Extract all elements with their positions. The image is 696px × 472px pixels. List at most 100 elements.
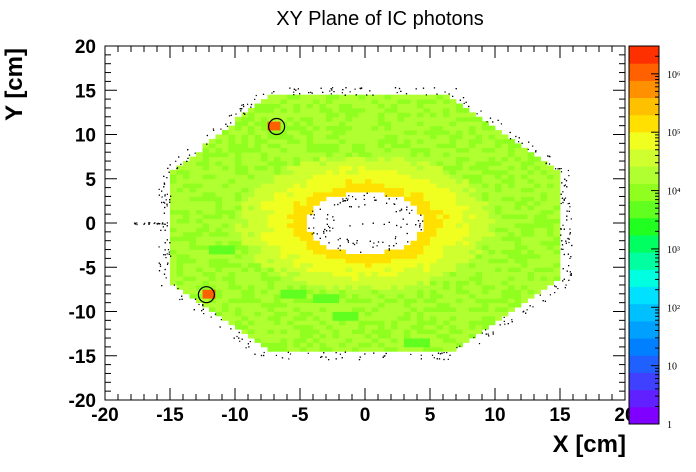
heatmap-cell [404,289,411,295]
sparse-hit [313,232,315,234]
sparse-hit [515,135,517,138]
heatmap-cell [384,262,392,268]
heatmap-cell [423,298,431,304]
sparse-hit [162,222,164,224]
heatmap-cell [287,192,294,197]
sparse-hit [385,195,387,197]
heatmap-cell [365,302,372,308]
heatmap-cell [293,187,301,193]
heatmap-cell [371,169,379,175]
heatmap-cell [371,130,379,135]
sparse-hit [163,182,165,184]
heatmap-cell [397,338,405,343]
heatmap-cell [436,209,444,215]
heatmap-cell [371,147,379,153]
heatmap-cell [391,307,398,312]
sparse-hit [202,304,204,306]
heatmap-cell [534,276,541,281]
heatmap-cell [462,192,470,197]
heatmap-cell [332,152,340,158]
heatmap-cell [332,192,340,197]
sparse-hit [529,305,531,307]
heatmap-cell [300,280,307,286]
sparse-hit [243,105,245,108]
heatmap-cell [332,183,340,188]
heatmap-cell [553,200,561,206]
heatmap-cell [378,258,385,264]
heatmap-cell [358,284,366,290]
heatmap-cell [345,156,353,162]
heatmap-cell [469,329,476,335]
sparse-hit [236,335,238,338]
heatmap-cell [508,218,515,224]
heatmap-cell [534,169,541,175]
heatmap-cell [404,338,411,343]
heatmap-cell [183,161,190,166]
heatmap-cell [176,223,184,228]
heatmap-cell [488,174,496,180]
heatmap-cell [365,130,372,135]
heatmap-cell [540,231,548,237]
heatmap-cell [209,174,216,180]
heatmap-cell [209,267,216,273]
heatmap-cell [202,152,210,158]
heatmap-cell [326,280,333,286]
heatmap-cell [404,315,411,321]
sparse-hit [238,331,240,334]
heatmap-cell [215,143,223,149]
heatmap-cell [332,165,340,171]
heatmap-cell [534,223,541,228]
heatmap-cell [313,169,320,175]
heatmap-cell [501,165,509,171]
heatmap-cell [300,307,307,312]
heatmap-cell [228,156,236,162]
heatmap-cell [176,214,184,219]
heatmap-cell [397,138,405,144]
sparse-hit [526,309,528,311]
heatmap-cell [469,333,476,339]
heatmap-cell [235,214,242,219]
heatmap-cell [495,130,502,135]
sparse-hit [415,88,417,90]
heatmap-cell [267,161,275,166]
heatmap-cell [527,284,535,290]
heatmap-cell [404,121,411,127]
heatmap-cell [404,152,411,158]
heatmap-cell [358,94,366,100]
heatmap-cell [183,196,190,202]
heatmap-cell [352,112,359,118]
heatmap-cell [274,169,281,175]
heatmap-cell [287,183,294,188]
heatmap-cell [241,245,249,250]
heatmap-cell [274,249,281,255]
heatmap-cell [306,152,314,158]
heatmap-cell [248,183,255,188]
heatmap-cell [267,223,275,228]
heatmap-cell [540,276,548,281]
sparse-hit [163,212,165,214]
heatmap-cell [313,200,320,206]
heatmap-cell [410,112,418,118]
heatmap-cell [261,196,268,202]
heatmap-cell [319,130,327,135]
heatmap-cell [391,134,398,140]
sparse-hit [164,229,166,231]
sparse-hit [160,229,162,231]
heatmap-cell [527,231,535,237]
heatmap-cell [449,302,457,308]
heatmap-cell [449,223,457,228]
heatmap-cell [423,245,431,250]
sparse-hit [376,245,378,247]
heatmap-cell [540,161,548,166]
heatmap-cell [300,107,307,113]
heatmap-cell [423,276,431,281]
heatmap-cell [534,192,541,197]
heatmap-cell [261,307,268,312]
heatmap-cell [293,245,301,250]
heatmap-cell [261,138,268,144]
heatmap-cell [482,267,489,273]
sparse-hit [165,257,167,259]
heatmap-cell [443,227,450,233]
heatmap-cell [222,245,229,250]
heatmap-cell [514,280,522,286]
